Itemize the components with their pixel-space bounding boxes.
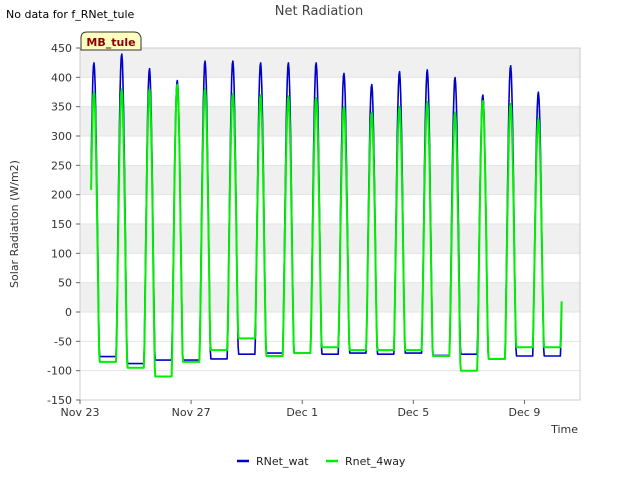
x-tick-label: Nov 23 (61, 406, 100, 419)
y-axis: -150 -100 -50 0 50 100 150 200 250 300 350 400 450 (47, 42, 80, 407)
site-badge-label: MB_tule (86, 36, 135, 49)
x-axis: Nov 23 Nov 27 Dec 1 Dec 5 Dec 9 (61, 400, 541, 419)
chart-title: Net Radiation (275, 4, 363, 19)
y-tick-label: 200 (51, 189, 72, 202)
y-tick-label: 50 (58, 277, 72, 290)
y-tick-label: 250 (51, 159, 72, 172)
grid-band (80, 282, 580, 312)
legend-label: Rnet_4way (345, 455, 406, 468)
y-tick-label: 0 (65, 306, 72, 319)
grid-band (80, 165, 580, 195)
y-tick-label: 100 (51, 247, 72, 260)
series-layer (90, 53, 563, 378)
site-badge: MB_tule (80, 31, 142, 51)
y-tick-label: -100 (47, 365, 72, 378)
x-tick-label: Dec 1 (286, 406, 318, 419)
series-line-Rnet_4way (90, 83, 563, 378)
x-tick-label: Nov 27 (172, 406, 211, 419)
no-data-note: No data for f_RNet_tule (6, 8, 135, 21)
grid-band (80, 224, 580, 254)
y-tick-label: 300 (51, 130, 72, 143)
y-tick-label: 150 (51, 218, 72, 231)
x-tick-label: Dec 9 (509, 406, 541, 419)
x-tick-label: Dec 5 (397, 406, 429, 419)
legend-label: RNet_wat (256, 455, 309, 468)
grid-band (80, 48, 580, 78)
grid-bands (80, 47, 580, 401)
y-tick-label: -50 (54, 335, 72, 348)
y-tick-label: 450 (51, 42, 72, 55)
legend: RNet_wat Rnet_4way (237, 455, 406, 468)
y-tick-label: -150 (47, 394, 72, 407)
y-tick-label: 400 (51, 71, 72, 84)
x-axis-label: Time (550, 423, 578, 436)
grid-band (80, 106, 580, 136)
series-line-RNet_wat (90, 53, 563, 365)
y-tick-label: 350 (51, 101, 72, 114)
y-axis-label: Solar Radiation (W/m2) (8, 160, 21, 288)
